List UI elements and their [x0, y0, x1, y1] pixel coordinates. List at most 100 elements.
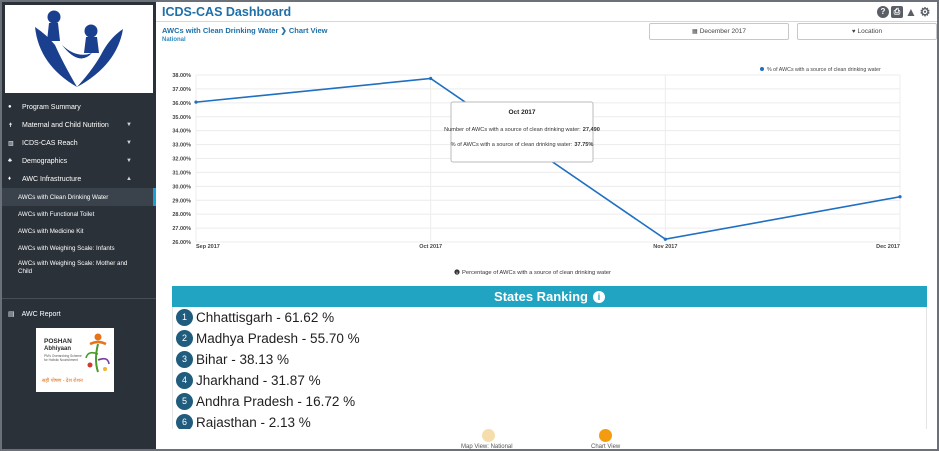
y-tick-label: 28.00% — [172, 212, 191, 218]
y-tick-label: 29.00% — [172, 198, 191, 204]
main-content: ICDS-CAS Dashboard ? ⎙ ▲ ⚙ AWCs with Cle… — [156, 2, 937, 450]
bar-chart-icon: ▥ — [8, 140, 14, 147]
series-point — [194, 100, 198, 104]
sidebar-subitem-clean-drinking-water[interactable]: AWCs with Clean Drinking Water — [2, 188, 156, 206]
sidebar-subitem-medicine-kit[interactable]: AWCs with Medicine Kit — [2, 223, 156, 240]
chart-view-label: Chart View — [591, 444, 621, 450]
poshan-subtitle: Abhiyaan — [44, 346, 72, 352]
map-pin-icon: ♦ — [8, 176, 12, 182]
map-view-label: Map View: National — [461, 444, 513, 450]
y-tick-label: 38.00% — [172, 73, 191, 79]
info-icon — [454, 269, 460, 275]
header-actions: ? ⎙ ▲ ⚙ — [877, 6, 931, 18]
print-icon[interactable]: ⎙ — [891, 6, 903, 18]
poshan-hindi-tagline: सही पोषण - देश रोशन — [42, 378, 83, 384]
sidebar-subitem-weighing-scale-mother-child[interactable]: AWCs with Weighing Scale: Mother and Chi… — [2, 257, 156, 279]
warning-icon[interactable]: ▲ — [905, 5, 917, 19]
breadcrumb-separator-icon: ❯ — [280, 26, 287, 35]
ranking-row: 3 Bihar - 38.13 % — [173, 349, 926, 370]
location-filter-label: Location — [857, 28, 883, 35]
help-icon[interactable]: ? — [877, 6, 889, 18]
chart-view-toggle[interactable] — [599, 429, 612, 442]
breadcrumb-current: Chart View — [288, 26, 328, 35]
location-filter-button[interactable]: ♥ Location — [797, 23, 937, 40]
sidebar: ● Program Summary ✝ Maternal and Child N… — [2, 2, 156, 449]
rank-state-text: Chhattisgarh - 61.62 % — [196, 310, 335, 325]
sidebar-subitem-label: AWCs with Weighing Scale: Mother and Chi… — [18, 260, 128, 275]
sidebar-divider — [2, 298, 156, 299]
tooltip-title: Oct 2017 — [508, 109, 535, 116]
icds-logo[interactable] — [5, 5, 153, 93]
states-ranking-list[interactable]: 1 Chhattisgarh - 61.62 % 2 Madhya Pradesh -… — [172, 307, 927, 429]
poshan-abhiyaan-logo: POSHAN Abhiyaan PM's Overarching Scheme … — [36, 328, 114, 392]
ranking-row: 6 Rajasthan - 2.13 % — [173, 412, 926, 429]
date-filter-button[interactable]: ▦ December 2017 — [649, 23, 789, 40]
ranking-row: 2 Madhya Pradesh - 55.70 % — [173, 328, 926, 349]
sidebar-subitem-weighing-scale-infants[interactable]: AWCs with Weighing Scale: Infants — [2, 240, 156, 257]
rank-number-badge: 4 — [176, 372, 193, 389]
page-title: ICDS-CAS Dashboard — [162, 5, 292, 19]
line-chart: 38.00% 37.00% 36.00% 35.00% 34.00% 33.00% 32.0… — [156, 58, 937, 280]
tooltip-line-2-label: % of AWCs with a source of clean drinkin… — [451, 142, 573, 148]
sidebar-item-label: AWC Infrastructure — [22, 175, 82, 183]
rank-state-text: Madhya Pradesh - 55.70 % — [196, 331, 360, 346]
sidebar-item-label: Demographics — [22, 157, 68, 165]
states-ranking-title: States Ranking — [494, 289, 588, 304]
sidebar-item-awc-report[interactable]: ▤ AWC Report — [8, 310, 61, 319]
x-tick-label: Nov 2017 — [653, 244, 677, 250]
x-tick-label: Oct 2017 — [419, 244, 442, 250]
sidebar-subitem-label: AWCs with Medicine Kit — [18, 228, 84, 235]
rank-number-badge: 1 — [176, 309, 193, 326]
x-tick-label: Dec 2017 — [876, 244, 900, 250]
legend-marker — [760, 67, 764, 71]
sidebar-item-label: AWC Report — [21, 310, 61, 318]
y-tick-label: 35.00% — [172, 115, 191, 121]
sidebar-item-icds-cas-reach[interactable]: ▥ ICDS-CAS Reach ▼ — [2, 134, 156, 152]
location-label: National — [162, 37, 186, 43]
sidebar-item-maternal-child-nutrition[interactable]: ✝ Maternal and Child Nutrition ▼ — [2, 116, 156, 134]
ranking-row: 1 Chhattisgarh - 61.62 % — [173, 307, 926, 328]
sidebar-item-awc-infrastructure[interactable]: ♦ AWC Infrastructure ▲ — [2, 170, 156, 188]
map-view-toggle[interactable] — [482, 429, 495, 442]
legend-label: % of AWCs with a source of clean drinkin… — [767, 67, 881, 73]
sidebar-subitem-label: AWCs with Clean Drinking Water — [18, 193, 109, 201]
chevron-down-icon: ▼ — [126, 140, 132, 146]
rank-state-text: Jharkhand - 31.87 % — [196, 373, 321, 388]
rank-number-badge: 2 — [176, 330, 193, 347]
breadcrumb-parent[interactable]: AWCs with Clean Drinking Water — [162, 26, 279, 35]
ranking-row: 4 Jharkhand - 31.87 % — [173, 370, 926, 391]
y-tick-label: 27.00% — [172, 226, 191, 232]
tooltip-box — [450, 101, 594, 163]
tooltip-line-1-label: Number of AWCs with a source of clean dr… — [444, 127, 581, 133]
rank-number-badge: 3 — [176, 351, 193, 368]
y-tick-label: 37.00% — [172, 87, 191, 93]
sidebar-item-demographics[interactable]: ♣ Demographics ▼ — [2, 152, 156, 170]
series-point — [898, 195, 902, 199]
y-tick-label: 31.00% — [172, 170, 191, 176]
info-icon[interactable]: i — [592, 290, 605, 303]
sidebar-nav: ● Program Summary ✝ Maternal and Child N… — [2, 98, 156, 279]
calendar-icon: ▦ — [692, 29, 698, 35]
x-tick-label: Sep 2017 — [196, 244, 220, 250]
date-filter-label: December 2017 — [699, 28, 746, 35]
sidebar-item-program-summary[interactable]: ● Program Summary — [2, 98, 156, 116]
tooltip-line-1-value: 27,490 — [583, 127, 600, 133]
ranking-row: 5 Andhra Pradesh - 16.72 % — [173, 391, 926, 412]
sidebar-subitem-label: AWCs with Functional Toilet — [18, 211, 95, 218]
view-switcher: Map View: National Chart View — [156, 429, 937, 450]
breadcrumb: AWCs with Clean Drinking Water ❯ Chart V… — [162, 26, 328, 35]
home-icon: ● — [8, 104, 12, 110]
sidebar-item-label: Maternal and Child Nutrition — [22, 121, 109, 129]
poshan-tagline: PM's Overarching Scheme for Holistic Nou… — [44, 354, 82, 362]
sidebar-subitem-functional-toilet[interactable]: AWCs with Functional Toilet — [2, 206, 156, 223]
map-marker-icon: ♥ — [851, 28, 856, 35]
y-tick-label: 34.00% — [172, 129, 191, 135]
y-tick-label: 36.00% — [172, 101, 191, 107]
settings-icon[interactable]: ⚙ — [919, 5, 931, 19]
tooltip-line-2: % of AWCs with a source of clean drinkin… — [451, 142, 594, 148]
y-tick-label: 33.00% — [172, 143, 191, 149]
nutrition-icon: ✝ — [8, 122, 14, 129]
y-tick-label: 26.00% — [172, 240, 191, 246]
poshan-title: POSHAN — [44, 338, 72, 345]
